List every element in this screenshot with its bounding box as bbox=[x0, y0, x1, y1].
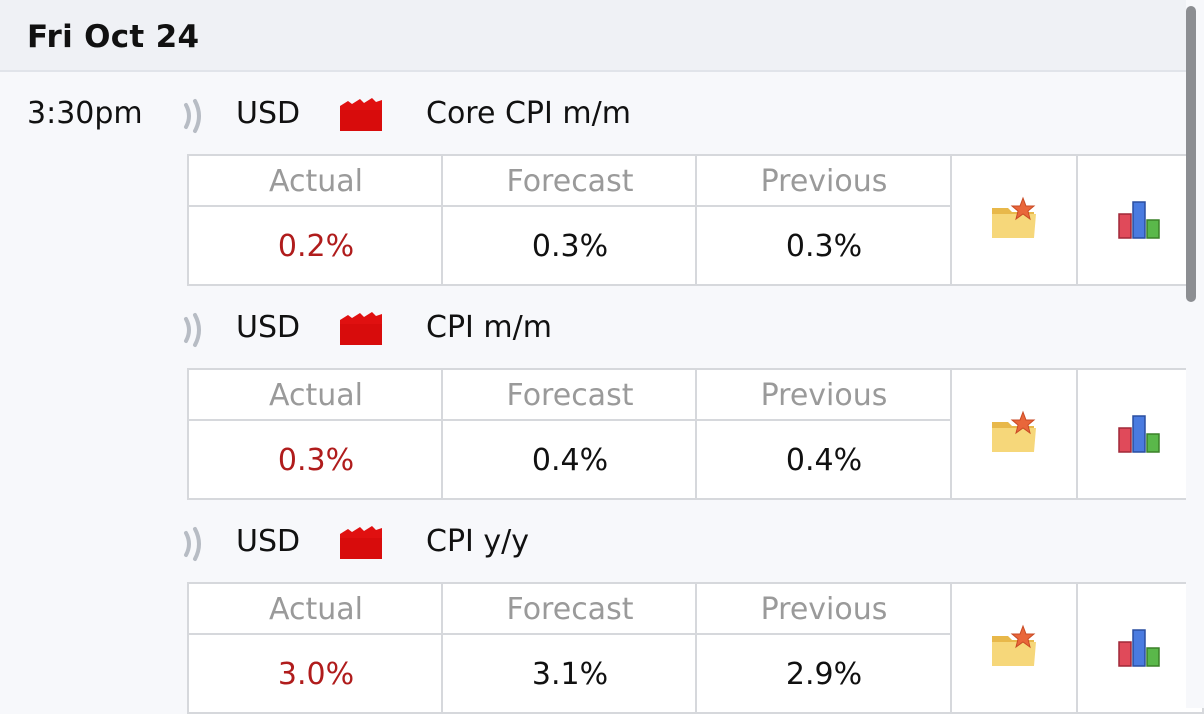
forecast-value: 0.3% bbox=[531, 229, 609, 264]
detail-folder-button[interactable] bbox=[954, 584, 1078, 712]
detail-folder-button[interactable] bbox=[954, 156, 1078, 284]
event-title[interactable]: CPI m/m bbox=[426, 310, 552, 345]
actual-header: Actual bbox=[269, 378, 363, 413]
divider bbox=[950, 584, 952, 712]
forecast-header: Forecast bbox=[506, 164, 634, 199]
event-time: 3:30pm bbox=[27, 96, 143, 131]
currency-label: USD bbox=[236, 310, 301, 345]
sound-wave-icon bbox=[182, 96, 208, 136]
divider bbox=[695, 370, 697, 498]
chart-button[interactable] bbox=[1080, 584, 1202, 712]
currency-label: USD bbox=[236, 524, 301, 559]
forecast-header: Forecast bbox=[506, 378, 634, 413]
actual-header: Actual bbox=[269, 592, 363, 627]
previous-value: 0.4% bbox=[785, 443, 863, 478]
bar-chart-icon bbox=[1118, 415, 1160, 453]
divider bbox=[1076, 156, 1078, 284]
previous-value: 2.9% bbox=[785, 657, 863, 692]
previous-header: Previous bbox=[760, 164, 888, 199]
high-impact-icon bbox=[339, 98, 383, 132]
event-row: USD CPI y/y bbox=[0, 524, 1186, 568]
event-row: USD Core CPI m/m bbox=[0, 96, 1186, 140]
event-row: USD CPI m/m bbox=[0, 310, 1186, 354]
bar-chart-icon bbox=[1118, 629, 1160, 667]
detail-folder-icon bbox=[992, 410, 1036, 452]
chart-button[interactable] bbox=[1080, 156, 1202, 284]
event-values-table: Actual Forecast Previous 0.2% 0.3% 0.3% bbox=[187, 154, 1204, 286]
actual-value: 3.0% bbox=[277, 657, 355, 692]
bar-chart-icon bbox=[1118, 201, 1160, 239]
event-title[interactable]: Core CPI m/m bbox=[426, 96, 631, 131]
day-header: Fri Oct 24 bbox=[0, 0, 1186, 72]
high-impact-icon bbox=[339, 526, 383, 560]
forecast-header: Forecast bbox=[506, 592, 634, 627]
forecast-value: 3.1% bbox=[531, 657, 609, 692]
chart-button[interactable] bbox=[1080, 370, 1202, 498]
divider bbox=[950, 156, 952, 284]
detail-folder-icon bbox=[992, 196, 1036, 238]
divider bbox=[695, 584, 697, 712]
forecast-value: 0.4% bbox=[531, 443, 609, 478]
detail-folder-icon bbox=[992, 624, 1036, 666]
event-title[interactable]: CPI y/y bbox=[426, 524, 530, 559]
divider bbox=[189, 205, 952, 207]
actual-value: 0.2% bbox=[277, 229, 355, 264]
previous-header: Previous bbox=[760, 378, 888, 413]
event-values-table: Actual Forecast Previous 3.0% 3.1% 2.9% bbox=[187, 582, 1204, 714]
divider bbox=[1076, 584, 1078, 712]
divider bbox=[1076, 370, 1078, 498]
detail-folder-button[interactable] bbox=[954, 370, 1078, 498]
divider bbox=[189, 419, 952, 421]
divider bbox=[950, 370, 952, 498]
divider bbox=[441, 156, 443, 284]
high-impact-icon bbox=[339, 312, 383, 346]
divider bbox=[695, 156, 697, 284]
divider bbox=[441, 584, 443, 712]
sound-wave-icon bbox=[182, 310, 208, 350]
previous-value: 0.3% bbox=[785, 229, 863, 264]
actual-header: Actual bbox=[269, 164, 363, 199]
actual-value: 0.3% bbox=[277, 443, 355, 478]
scrollbar-thumb[interactable] bbox=[1186, 6, 1196, 302]
sound-wave-icon bbox=[182, 524, 208, 564]
currency-label: USD bbox=[236, 96, 301, 131]
previous-header: Previous bbox=[760, 592, 888, 627]
day-title: Fri Oct 24 bbox=[27, 19, 200, 55]
divider bbox=[441, 370, 443, 498]
divider bbox=[189, 633, 952, 635]
event-values-table: Actual Forecast Previous 0.3% 0.4% 0.4% bbox=[187, 368, 1204, 500]
